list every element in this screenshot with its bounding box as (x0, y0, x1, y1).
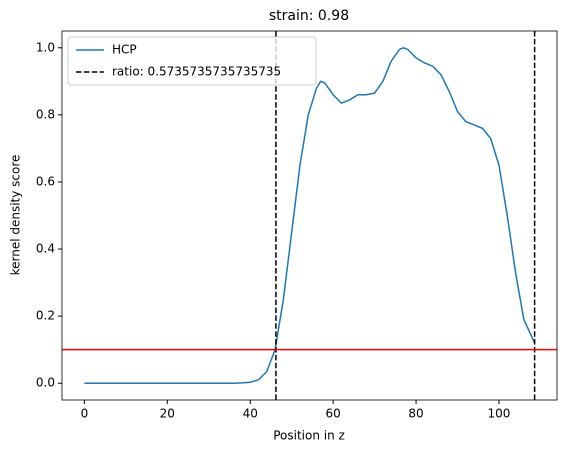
axes-frame (61, 30, 558, 401)
y-tick-label: 0.8 (36, 107, 55, 121)
x-axis-label: Position in z (273, 429, 345, 443)
x-tick-label: 60 (325, 407, 340, 421)
y-axis-label: kernel density score (9, 155, 23, 276)
x-tick-label: 20 (160, 407, 175, 421)
x-tick-label: 80 (408, 407, 423, 421)
x-tick-label: 100 (488, 407, 511, 421)
chart-title: strain: 0.98 (269, 8, 349, 24)
x-tick-label: 40 (243, 407, 258, 421)
y-tick-label: 0.6 (36, 174, 55, 188)
y-tick-label: 1.0 (36, 40, 55, 54)
legend-label: ratio: 0.5735735735735735 (112, 65, 281, 79)
legend-box (67, 36, 317, 86)
y-tick-label: 0.4 (36, 242, 55, 256)
data-line (84, 46, 536, 384)
legend-label: HCP (112, 43, 137, 57)
x-tick-label: 0 (81, 407, 89, 421)
y-tick-label: 0.0 (36, 376, 55, 390)
y-tick-label: 0.2 (36, 309, 55, 323)
